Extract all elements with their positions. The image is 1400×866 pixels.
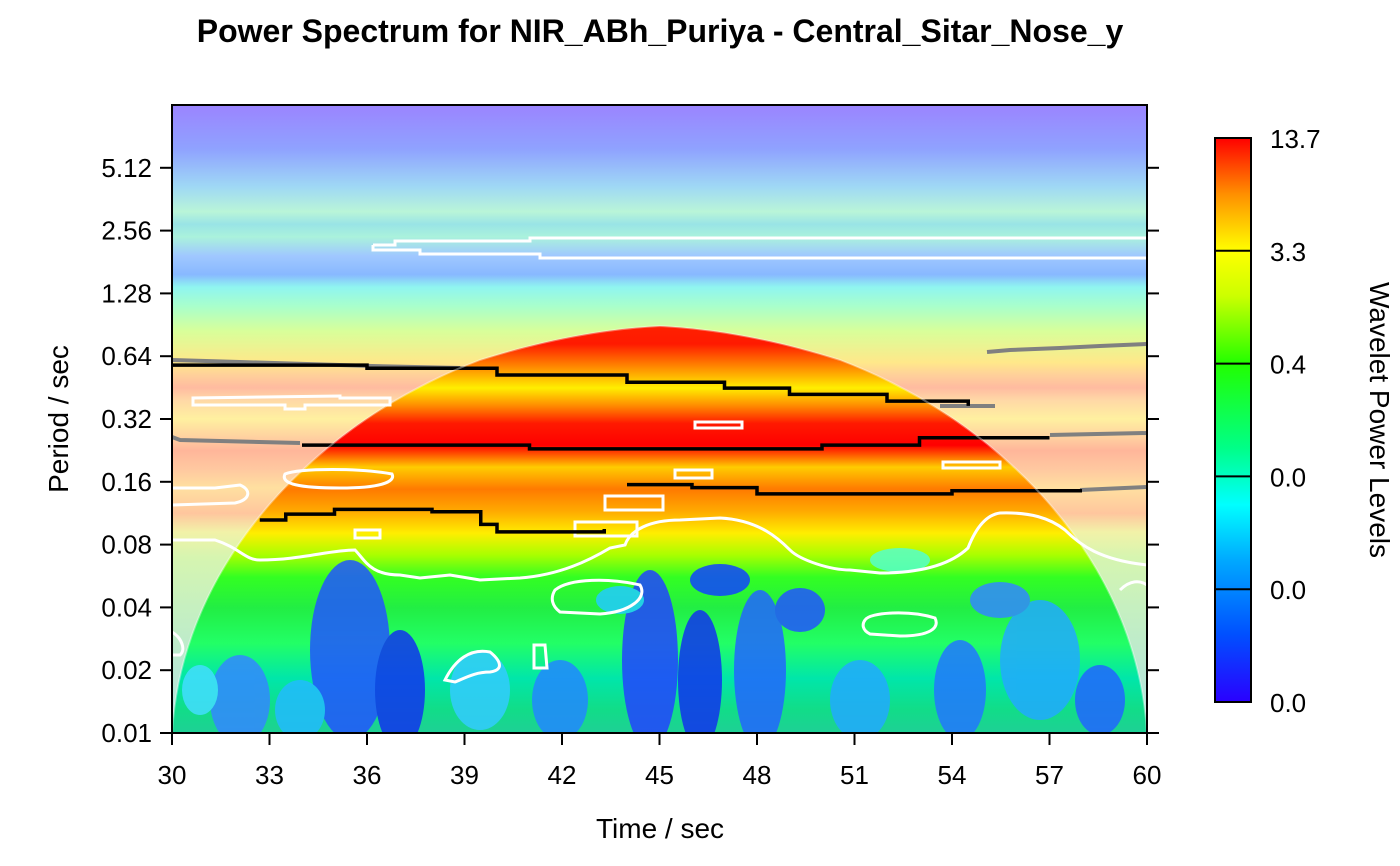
x-axis: 30 33 36 39 42 45 48 51 54 57 60 bbox=[158, 733, 1162, 790]
x-tick-label: 45 bbox=[645, 760, 674, 790]
x-tick-label: 54 bbox=[938, 760, 967, 790]
y-tick-label: 0.02 bbox=[101, 655, 152, 685]
x-tick-label: 60 bbox=[1133, 760, 1162, 790]
x-tick-label: 57 bbox=[1035, 760, 1064, 790]
colorbar-tick-label: 0.4 bbox=[1270, 350, 1306, 380]
x-tick-label: 42 bbox=[548, 760, 577, 790]
y-axis-label: Period / sec bbox=[43, 345, 74, 493]
y-tick-label: 5.12 bbox=[101, 153, 152, 183]
x-axis-label: Time / sec bbox=[596, 813, 724, 844]
y-tick-label: 2.56 bbox=[101, 216, 152, 246]
y-tick-label: 0.08 bbox=[101, 530, 152, 560]
y-tick-label: 0.64 bbox=[101, 341, 152, 371]
x-tick-label: 48 bbox=[743, 760, 772, 790]
y-tick-label: 0.04 bbox=[101, 592, 152, 622]
ridge-0.25 bbox=[302, 436, 1050, 451]
x-tick-label: 51 bbox=[840, 760, 869, 790]
ridge-lines bbox=[172, 363, 1082, 534]
y-tick-label: 0.01 bbox=[101, 718, 152, 748]
ridge-0.10 bbox=[259, 507, 606, 534]
ridge-0.14 bbox=[627, 482, 1082, 496]
x-tick-label: 36 bbox=[353, 760, 382, 790]
colorbar-tick-label: 13.7 bbox=[1270, 124, 1321, 154]
y-tick-label: 1.28 bbox=[101, 278, 152, 308]
colorbar-tick-label: 3.3 bbox=[1270, 237, 1306, 267]
cone-of-influence-boundary bbox=[172, 324, 1147, 733]
y-axis: 0.01 0.02 0.04 0.08 0.16 0.32 0.64 1.28 2.56 5.12 bbox=[101, 153, 1159, 748]
x-tick-label: 39 bbox=[450, 760, 479, 790]
colorbar: 13.7 3.3 0.4 0.0 0.0 0.0 Wavelet Power Levels bbox=[1214, 124, 1395, 718]
colorbar-tick-label: 0.0 bbox=[1270, 462, 1306, 492]
colorbar-gradient bbox=[1214, 137, 1252, 703]
y-tick-label: 0.32 bbox=[101, 404, 152, 434]
x-tick-label: 33 bbox=[255, 760, 284, 790]
x-tick-label: 30 bbox=[158, 760, 187, 790]
significance-contours bbox=[172, 236, 1147, 684]
colorbar-tick-label: 0.0 bbox=[1270, 688, 1306, 718]
ridge-0.64 bbox=[172, 363, 970, 406]
colorbar-tick-label: 0.0 bbox=[1270, 575, 1306, 605]
colorbar-label: Wavelet Power Levels bbox=[1364, 282, 1395, 558]
chart-title: Power Spectrum for NIR_ABh_Puriya - Cent… bbox=[197, 13, 1124, 49]
heatmap-field bbox=[172, 105, 1147, 733]
y-tick-label: 0.16 bbox=[101, 467, 152, 497]
colorbar-ticks: 13.7 3.3 0.4 0.0 0.0 0.0 bbox=[1215, 124, 1321, 718]
